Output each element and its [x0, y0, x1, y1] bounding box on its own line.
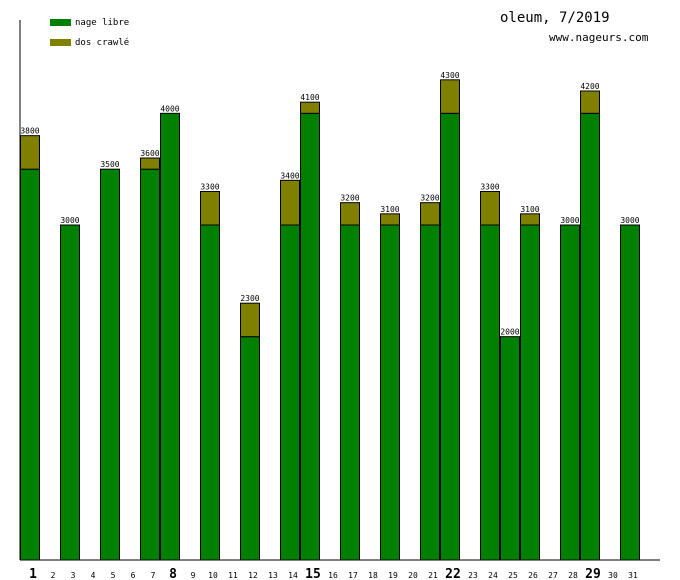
data-label-day-5: 3500 — [100, 160, 119, 169]
data-label-day-8: 4000 — [160, 104, 179, 113]
bar-dos-crawle-day-17 — [340, 202, 360, 226]
bar-nage-libre-day-3 — [60, 224, 80, 561]
x-tick-label-17: 17 — [348, 571, 358, 580]
x-tick-label-24: 24 — [488, 571, 498, 580]
bar-dos-crawle-day-21 — [420, 202, 440, 226]
x-tick-label-18: 18 — [368, 571, 378, 580]
data-label-day-26: 3100 — [520, 205, 539, 214]
x-tick-label-23: 23 — [468, 571, 478, 580]
data-label-day-29: 4200 — [580, 82, 599, 91]
data-label-day-25: 2000 — [500, 328, 519, 337]
x-tick-label-6: 6 — [131, 571, 136, 580]
data-label-day-14: 3400 — [280, 171, 299, 180]
x-tick-label-5: 5 — [111, 571, 116, 580]
data-label-day-12: 2300 — [240, 294, 259, 303]
bar-nage-libre-day-5 — [100, 168, 120, 561]
x-tick-label-1: 1 — [29, 567, 37, 580]
data-label-day-3: 3000 — [60, 216, 79, 225]
x-tick-label-14: 14 — [288, 571, 298, 580]
x-tick-label-12: 12 — [248, 571, 258, 580]
bar-nage-libre-day-25 — [500, 336, 520, 561]
x-tick-label-15: 15 — [305, 567, 321, 580]
bar-dos-crawle-day-29 — [580, 90, 600, 114]
bar-dos-crawle-day-22 — [440, 79, 460, 114]
chart-subtitle: www.nageurs.com — [549, 31, 649, 44]
x-tick-label-29: 29 — [585, 567, 601, 580]
bar-nage-libre-day-7 — [140, 168, 160, 561]
x-tick-label-7: 7 — [151, 571, 156, 580]
bar-nage-libre-day-26 — [520, 224, 540, 561]
bar-dos-crawle-day-1 — [20, 135, 40, 170]
legend-label-nage-libre: nage libre — [75, 18, 129, 28]
x-tick-label-13: 13 — [268, 571, 278, 580]
data-label-day-31: 3000 — [620, 216, 639, 225]
x-tick-label-22: 22 — [445, 567, 461, 580]
legend-swatch-nage-libre — [50, 19, 71, 26]
bar-nage-libre-day-1 — [20, 168, 40, 561]
bar-nage-libre-day-24 — [480, 224, 500, 561]
bar-nage-libre-day-21 — [420, 224, 440, 561]
bar-nage-libre-day-17 — [340, 224, 360, 561]
x-tick-label-3: 3 — [71, 571, 76, 580]
x-tick-label-31: 31 — [628, 571, 638, 580]
bar-nage-libre-day-28 — [560, 224, 580, 561]
x-tick-label-16: 16 — [328, 571, 338, 580]
x-tick-label-26: 26 — [528, 571, 538, 580]
x-tick-label-2: 2 — [51, 571, 56, 580]
bar-dos-crawle-day-19 — [380, 213, 400, 226]
x-tick-label-25: 25 — [508, 571, 518, 580]
legend-swatch-dos-crawle — [50, 39, 71, 46]
x-tick-label-9: 9 — [191, 571, 196, 580]
bar-nage-libre-day-12 — [240, 336, 260, 561]
bar-nage-libre-day-15 — [300, 112, 320, 561]
data-label-day-1: 3800 — [20, 127, 39, 136]
bar-dos-crawle-day-14 — [280, 179, 300, 226]
x-tick-label-21: 21 — [428, 571, 438, 580]
data-label-day-22: 4300 — [440, 71, 459, 80]
bar-dos-crawle-day-24 — [480, 191, 500, 226]
data-label-day-19: 3100 — [380, 205, 399, 214]
chart-title: oleum, 7/2019 — [500, 10, 610, 26]
x-tick-label-4: 4 — [91, 571, 96, 580]
bar-nage-libre-day-19 — [380, 224, 400, 561]
bar-nage-libre-day-22 — [440, 112, 460, 561]
legend-label-dos-crawle: dos crawlé — [75, 37, 129, 48]
data-label-day-10: 3300 — [200, 183, 219, 192]
bar-nage-libre-day-31 — [620, 224, 640, 561]
bar-dos-crawle-day-26 — [520, 213, 540, 226]
bar-nage-libre-day-29 — [580, 112, 600, 561]
x-tick-label-28: 28 — [568, 571, 578, 580]
bar-dos-crawle-day-10 — [200, 191, 220, 226]
data-label-day-17: 3200 — [340, 194, 359, 203]
data-label-day-7: 3600 — [140, 149, 159, 158]
data-label-day-15: 4100 — [300, 93, 319, 102]
data-label-day-28: 3000 — [560, 216, 579, 225]
bar-dos-crawle-day-12 — [240, 302, 260, 338]
x-tick-label-11: 11 — [228, 571, 238, 580]
bar-dos-crawle-day-15 — [300, 101, 320, 114]
data-label-day-21: 3200 — [420, 194, 439, 203]
x-tick-label-30: 30 — [608, 571, 618, 580]
bar-nage-libre-day-14 — [280, 224, 300, 561]
x-tick-label-20: 20 — [408, 571, 418, 580]
data-label-day-24: 3300 — [480, 183, 499, 192]
x-tick-label-10: 10 — [208, 571, 218, 580]
bar-nage-libre-day-10 — [200, 224, 220, 561]
x-tick-label-19: 19 — [388, 571, 398, 580]
bar-nage-libre-day-8 — [160, 112, 180, 561]
x-tick-label-8: 8 — [169, 567, 177, 580]
bar-dos-crawle-day-7 — [140, 157, 160, 170]
x-tick-label-27: 27 — [548, 571, 558, 580]
